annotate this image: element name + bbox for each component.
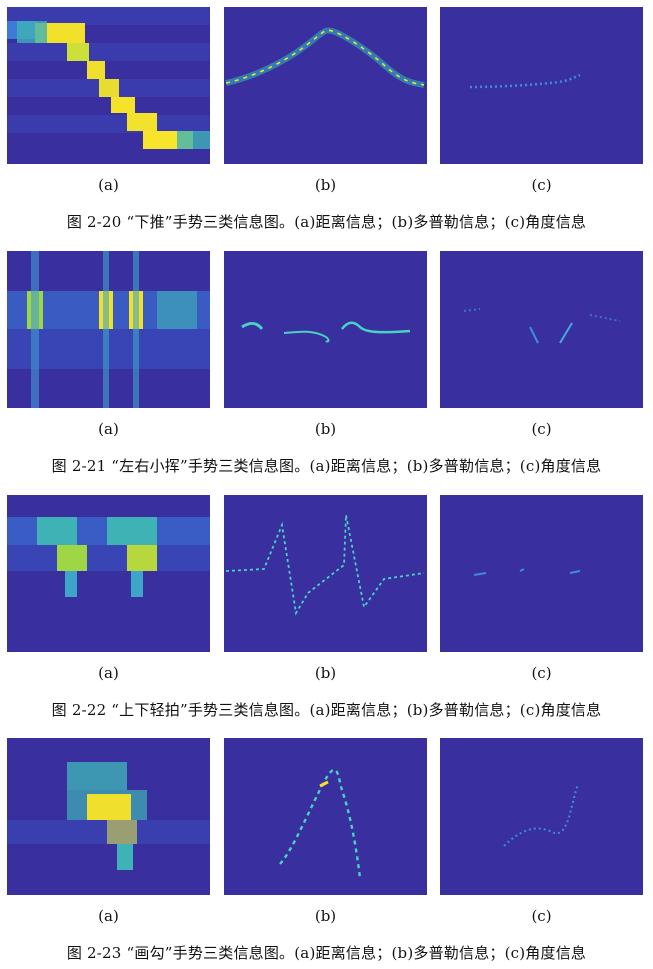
range-heatmap xyxy=(7,495,210,652)
range-heatmap-svg xyxy=(7,738,210,895)
subfigure-label-c: (c) xyxy=(531,907,552,925)
angle-map-svg xyxy=(440,738,643,895)
subfigure-label-a: (a) xyxy=(98,176,119,194)
doppler-map-svg xyxy=(224,495,427,652)
doppler-map xyxy=(224,495,427,652)
doppler-map xyxy=(224,738,427,895)
angle-map xyxy=(440,495,643,652)
angle-map-svg xyxy=(440,7,643,164)
subfigure-label-a: (a) xyxy=(98,420,119,438)
subfigure-label-b: (b) xyxy=(314,420,337,438)
angle-map xyxy=(440,251,643,408)
range-heatmap xyxy=(7,738,210,895)
doppler-map xyxy=(224,7,427,164)
subfigure-label-b: (b) xyxy=(314,664,337,682)
angle-map-svg xyxy=(440,495,643,652)
figure-caption: 图 2-22 “上下轻拍”手势三类信息图。(a)距离信息；(b)多普勒信息；(c… xyxy=(51,701,602,719)
range-heatmap xyxy=(7,7,210,164)
angle-map xyxy=(440,7,643,164)
angle-map-svg xyxy=(440,251,643,408)
doppler-map-svg xyxy=(224,251,427,408)
range-heatmap-svg xyxy=(7,251,210,408)
range-heatmap xyxy=(7,251,210,408)
doppler-map-svg xyxy=(224,7,427,164)
figure-caption: 图 2-23 “画勾”手势三类信息图。(a)距离信息；(b)多普勒信息；(c)角… xyxy=(66,944,587,962)
range-heatmap-svg xyxy=(7,495,210,652)
subfigure-label-b: (b) xyxy=(314,176,337,194)
range-heatmap-svg xyxy=(7,7,210,164)
subfigure-label-c: (c) xyxy=(531,420,552,438)
subfigure-label-a: (a) xyxy=(98,907,119,925)
doppler-map xyxy=(224,251,427,408)
figure-caption: 图 2-20 “下推”手势三类信息图。(a)距离信息；(b)多普勒信息；(c)角… xyxy=(66,213,587,231)
figure-caption: 图 2-21 “左右小挥”手势三类信息图。(a)距离信息；(b)多普勒信息；(c… xyxy=(51,457,602,475)
subfigure-label-c: (c) xyxy=(531,176,552,194)
subfigure-label-b: (b) xyxy=(314,907,337,925)
subfigure-label-a: (a) xyxy=(98,664,119,682)
doppler-map-svg xyxy=(224,738,427,895)
subfigure-label-c: (c) xyxy=(531,664,552,682)
angle-map xyxy=(440,738,643,895)
